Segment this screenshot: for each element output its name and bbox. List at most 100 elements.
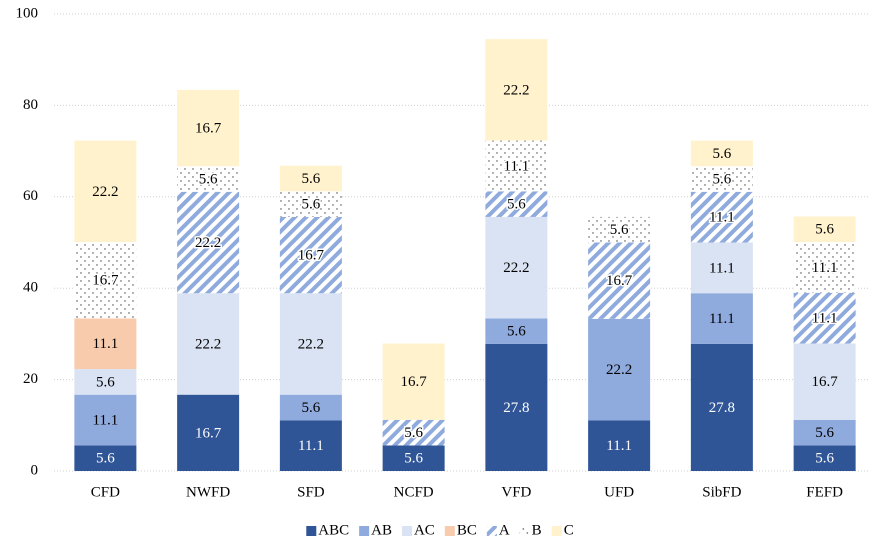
data-label: 22.2 [195, 336, 221, 352]
bar-segment [690, 191, 753, 243]
legend-swatch [306, 526, 317, 536]
legend-swatch [359, 526, 370, 536]
bar-segment [793, 242, 856, 293]
data-label: 11.1 [709, 260, 735, 276]
data-label: 5.6 [199, 171, 218, 187]
data-label: 11.1 [812, 260, 838, 276]
bar-segment [74, 318, 137, 370]
bar-segment [177, 166, 240, 192]
bar-segment [279, 216, 342, 294]
bar-segment [793, 445, 856, 471]
data-label: 11.1 [606, 438, 632, 454]
y-tick-label: 60 [23, 188, 38, 204]
bar-segment [177, 293, 240, 395]
data-label: 5.6 [713, 171, 732, 187]
data-label: 11.1 [93, 336, 119, 352]
bar-segment [177, 191, 240, 294]
y-tick-label: 80 [23, 97, 38, 113]
bar-segment [588, 216, 651, 243]
data-label: 5.6 [302, 171, 321, 187]
bar-segment [279, 420, 342, 471]
bar-segment [690, 293, 753, 344]
legend-label: A [499, 522, 510, 538]
legend-swatch [551, 526, 562, 536]
bar-segment [74, 445, 137, 471]
data-label: 5.6 [815, 451, 834, 467]
legend-label: AB [371, 522, 392, 538]
bar-segment [588, 420, 651, 471]
bar-segment [177, 394, 240, 471]
x-tick-label: NCFD [394, 484, 434, 500]
data-label: 5.6 [815, 425, 834, 441]
data-label: 11.1 [709, 210, 735, 226]
bar-segment [793, 292, 856, 344]
data-label: 5.6 [713, 146, 732, 162]
x-tick-label: UFD [604, 484, 634, 500]
bar-segment [485, 216, 548, 319]
data-label: 5.6 [815, 222, 834, 238]
legend-label: C [564, 522, 574, 538]
data-label: 5.6 [404, 451, 423, 467]
x-tick-label: VFD [501, 484, 531, 500]
data-label: 11.1 [93, 412, 119, 428]
data-label: 5.6 [302, 197, 321, 213]
bar-segment [279, 394, 342, 421]
bar-segment [485, 191, 548, 217]
bar-segment [793, 216, 856, 243]
legend-label: BC [457, 522, 477, 538]
bar-segment [74, 369, 137, 395]
x-tick-label: CFD [91, 484, 120, 500]
bar-segment [74, 394, 137, 446]
legend-label: B [532, 522, 542, 538]
bar-segment [177, 89, 240, 167]
legend-swatch [444, 526, 455, 536]
data-label: 27.8 [503, 400, 529, 416]
legend: ABC AB AC BC A B C [306, 522, 574, 538]
bar-segment [485, 318, 548, 344]
data-label: 16.7 [195, 425, 222, 441]
bar-segment [382, 419, 445, 446]
bar-segment [793, 419, 856, 446]
data-label: 16.7 [812, 374, 839, 390]
data-label: 5.6 [302, 400, 321, 416]
x-tick-label: SibFD [702, 484, 741, 500]
data-label: 16.7 [606, 273, 633, 289]
y-tick-label: 20 [23, 371, 38, 387]
data-label: 22.2 [503, 260, 529, 276]
bar-segment [588, 242, 651, 319]
data-label: 11.1 [709, 311, 735, 327]
data-label: 5.6 [610, 222, 629, 238]
bar-segment [74, 140, 137, 243]
bar-segment [382, 445, 445, 471]
data-label: 22.2 [195, 235, 221, 251]
data-label: 5.6 [96, 451, 115, 467]
bar-segment [485, 343, 548, 471]
data-label: 16.7 [195, 120, 222, 136]
bar-segment [279, 293, 342, 395]
data-label: 22.2 [606, 362, 632, 378]
data-label: 16.7 [401, 374, 428, 390]
data-label: 27.8 [709, 400, 735, 416]
x-tick-label: FEFD [806, 484, 843, 500]
y-tick-label: 40 [23, 280, 38, 296]
bar-segment [74, 242, 137, 319]
data-label: 16.7 [92, 273, 119, 289]
data-label: 5.6 [96, 374, 115, 390]
data-label: 22.2 [92, 184, 118, 200]
bar-segment [279, 191, 342, 217]
data-label: 22.2 [503, 82, 529, 98]
bar-segment [690, 166, 753, 192]
bar-segment [690, 343, 753, 471]
data-label: 5.6 [507, 197, 526, 213]
y-tick-label: 0 [31, 462, 39, 478]
legend-swatch [486, 526, 497, 536]
bar-segment [485, 39, 548, 141]
data-label: 11.1 [812, 311, 838, 327]
legend-swatch [401, 526, 412, 536]
data-label: 22.2 [298, 336, 324, 352]
legend-swatch [519, 526, 530, 536]
data-label: 11.1 [504, 158, 530, 174]
legend-label: ABC [318, 522, 349, 538]
bar-segment [793, 343, 856, 420]
